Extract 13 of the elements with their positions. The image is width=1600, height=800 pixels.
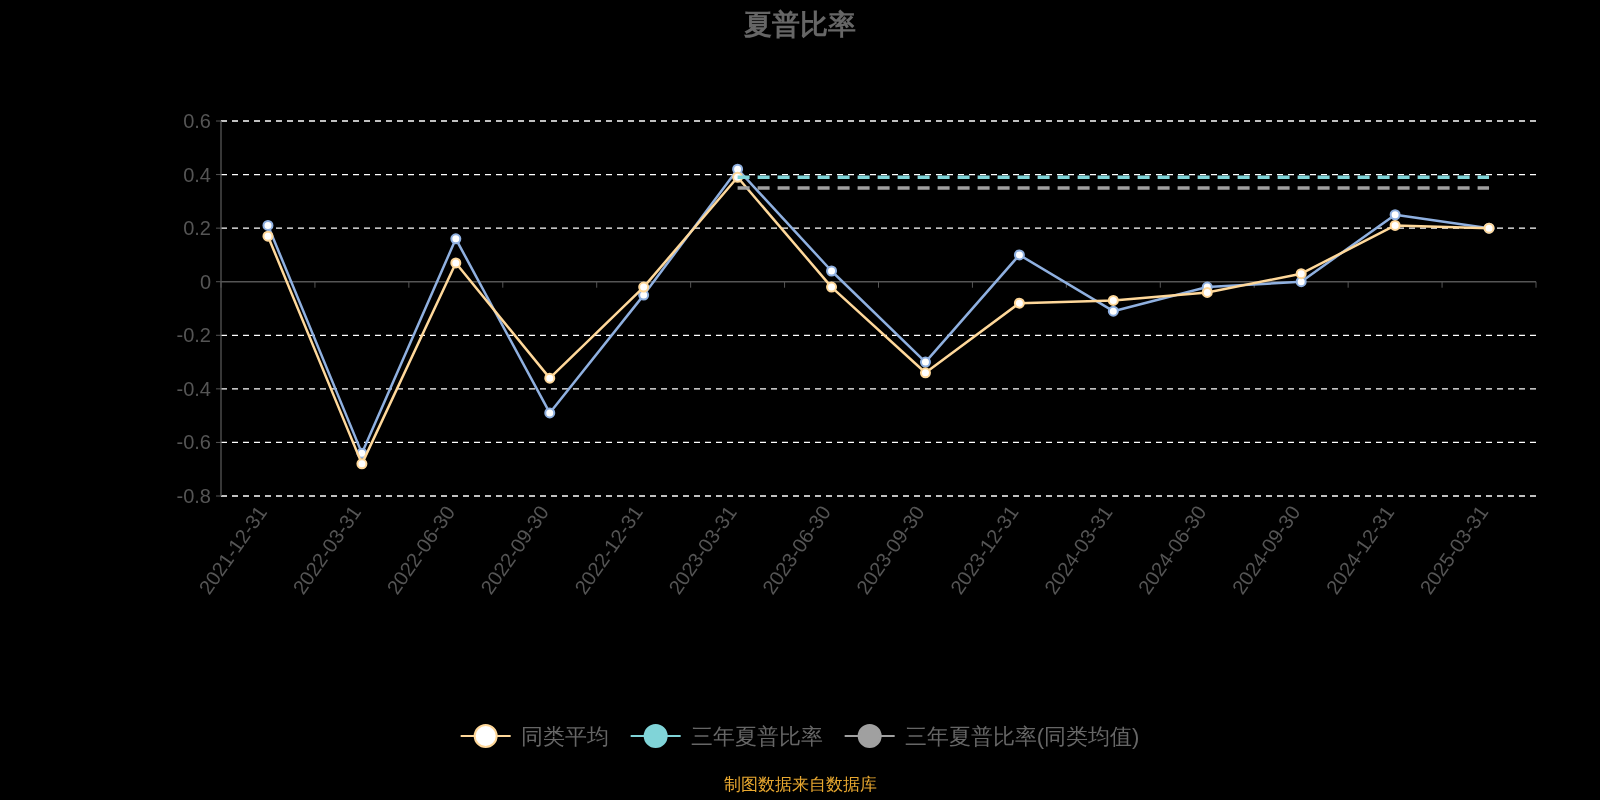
legend-label: 三年夏普比率(同类均值) <box>904 724 1140 749</box>
legend-label: 同类平均 <box>520 724 609 749</box>
y-tick-label: -0.4 <box>176 377 211 400</box>
y-tick-label: 0.4 <box>183 163 211 186</box>
y-tick-label: 0.2 <box>183 217 211 240</box>
text: 制图数据来自数据库 <box>723 775 877 794</box>
chart-title: 夏普比率 <box>743 9 856 40</box>
y-tick-label: 0.6 <box>183 110 211 132</box>
y-tick-label: -0.8 <box>176 485 211 507</box>
legend-label: 三年夏普比率 <box>690 724 823 749</box>
y-tick-label: 0 <box>199 270 211 293</box>
y-tick-label: -0.2 <box>176 324 211 347</box>
y-tick-label: -0.6 <box>176 431 211 454</box>
